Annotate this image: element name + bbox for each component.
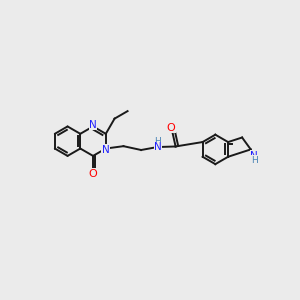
Text: N: N <box>154 142 162 152</box>
Text: H: H <box>154 137 161 146</box>
Text: N: N <box>89 120 97 130</box>
Text: N: N <box>102 145 110 155</box>
Text: H: H <box>251 156 258 165</box>
Text: N: N <box>250 151 258 161</box>
Text: O: O <box>89 169 98 178</box>
Text: O: O <box>167 123 176 133</box>
